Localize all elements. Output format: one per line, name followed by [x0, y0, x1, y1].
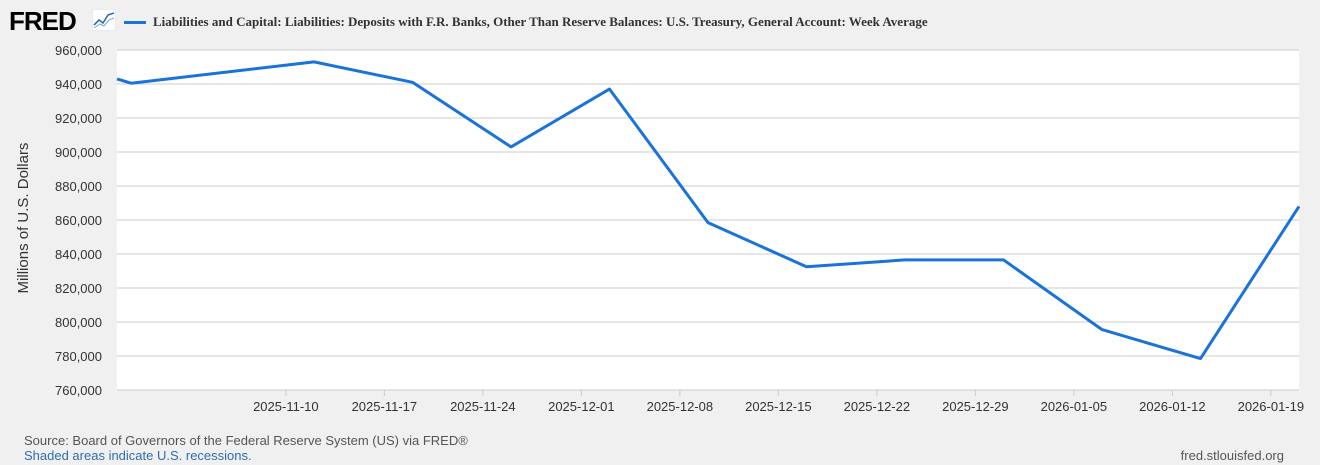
x-tick-label: 2025-12-22 — [844, 399, 911, 414]
x-tick-label: 2025-12-08 — [647, 399, 714, 414]
data-point[interactable] — [310, 58, 318, 66]
fred-logo[interactable]: FRED — [9, 6, 77, 36]
y-tick-label: 840,000 — [55, 247, 102, 262]
data-point[interactable] — [901, 256, 909, 264]
line-chart: 760,000 780,000 800,000 820,000 840,000 860,0… — [15, 43, 1304, 414]
x-tick-label: 2025-11-17 — [352, 399, 418, 414]
y-tick-label: 900,000 — [55, 145, 102, 160]
legend: Liabilities and Capital: Liabilities: De… — [124, 12, 928, 32]
data-point[interactable] — [1098, 326, 1106, 334]
y-tick-label: 920,000 — [55, 111, 102, 126]
y-axis-label: Millions of U.S. Dollars — [15, 143, 32, 294]
data-point[interactable] — [113, 75, 121, 83]
x-tick-label: 2026-01-05 — [1041, 399, 1108, 414]
trend-line-icon — [92, 9, 116, 31]
x-tick-label: 2025-11-24 — [450, 399, 516, 414]
series-line[interactable] — [116, 60, 1301, 361]
y-axis-ticks: 760,000 780,000 800,000 820,000 840,000 860,0… — [55, 43, 102, 398]
y-tick-label: 760,000 — [55, 383, 102, 398]
y-tick-label: 880,000 — [55, 179, 102, 194]
x-tick-label: 2026-01-12 — [1139, 399, 1206, 414]
series-layer — [113, 58, 1303, 363]
y-tick-label: 940,000 — [55, 77, 102, 92]
data-point[interactable] — [606, 85, 614, 93]
data-point[interactable] — [1197, 355, 1205, 363]
data-point[interactable] — [1000, 256, 1008, 264]
data-point[interactable] — [1295, 202, 1303, 210]
recession-note-link[interactable]: Shaded areas indicate U.S. recessions. — [24, 448, 252, 463]
x-tick-label: 2026-01-19 — [1238, 399, 1305, 414]
data-point[interactable] — [507, 143, 515, 151]
y-tick-label: 820,000 — [55, 281, 102, 296]
x-tick-label: 2025-12-15 — [745, 399, 812, 414]
y-tick-label: 960,000 — [55, 43, 102, 58]
data-point[interactable] — [127, 79, 135, 87]
y-tick-label: 860,000 — [55, 213, 102, 228]
x-tick-label: 2025-11-10 — [253, 399, 319, 414]
data-point[interactable] — [409, 78, 417, 86]
y-tick-label: 800,000 — [55, 315, 102, 330]
legend-label: Liabilities and Capital: Liabilities: De… — [153, 14, 928, 29]
x-tick-label: 2025-12-01 — [548, 399, 615, 414]
x-axis-ticks: 2025-11-10 2025-11-17 2025-11-24 2025-12-01… — [253, 390, 1304, 414]
data-point[interactable] — [704, 219, 712, 227]
source-note: Source: Board of Governors of the Federa… — [24, 433, 468, 448]
chart-header: FRED Liabilities and Capital: Liabilitie… — [0, 0, 1320, 44]
y-tick-label: 780,000 — [55, 349, 102, 364]
site-link[interactable]: fred.stlouisfed.org — [1180, 448, 1284, 463]
grid-lines — [117, 49, 1299, 391]
x-tick-label: 2025-12-29 — [942, 399, 1009, 414]
legend-swatch — [124, 20, 146, 24]
data-point[interactable] — [803, 263, 811, 271]
